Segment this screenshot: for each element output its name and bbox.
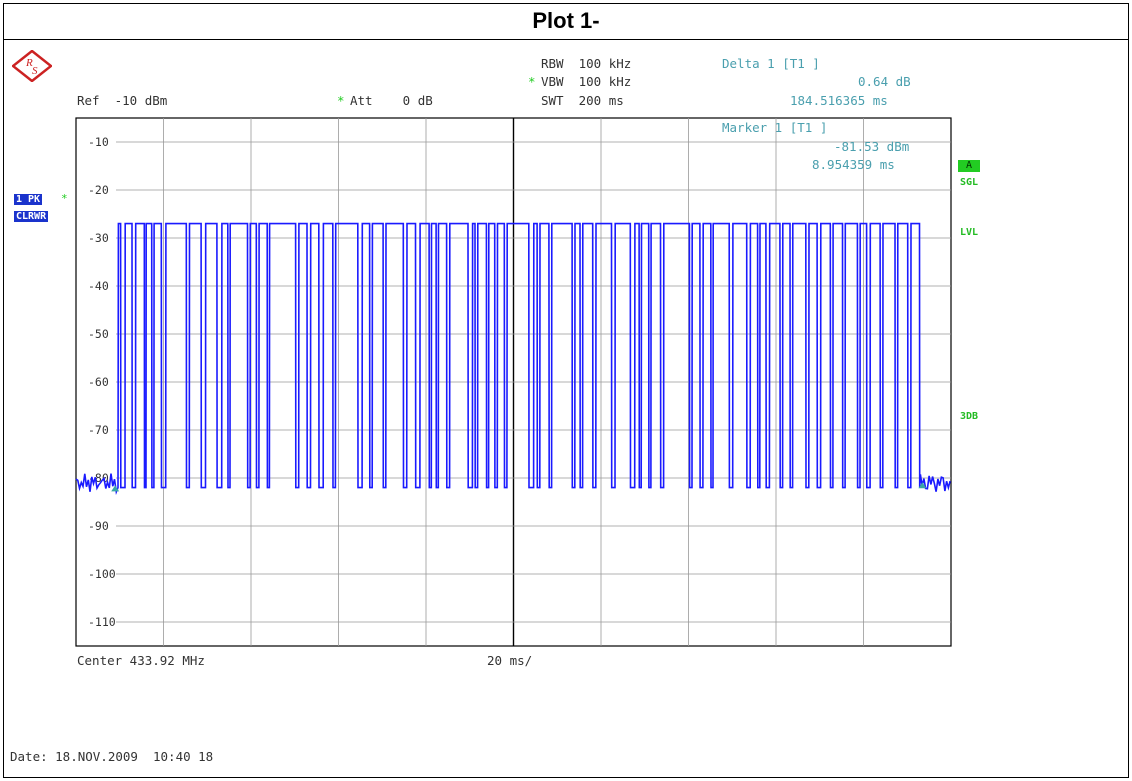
y-tick-label: -110 — [88, 615, 116, 629]
svg-text:R: R — [25, 57, 33, 69]
measurement-date: Date: 18.NOV.2009 10:40 18 — [10, 749, 214, 764]
lvl-label: LVL — [960, 227, 979, 238]
attenuation-readout: Att 0 dB — [350, 93, 433, 108]
y-tick-label: -100 — [88, 567, 116, 581]
vbw-readout: VBW 100 kHz — [541, 74, 632, 89]
trace-a-badge: A — [958, 160, 980, 172]
3db-label: 3DB — [960, 411, 979, 422]
marker-value: -81.53 dBm — [834, 139, 910, 154]
delta-marker-label: Delta 1 [T1 ] — [722, 56, 820, 71]
trace-star-icon: * — [61, 192, 68, 205]
marker-label: Marker 1 [T1 ] — [722, 120, 828, 135]
svg-text:S: S — [32, 65, 38, 77]
page-frame — [3, 3, 1129, 778]
marker-time: 8.954359 ms — [812, 157, 895, 172]
rohde-schwarz-logo: R S — [12, 50, 52, 82]
center-frequency: Center 433.92 MHz — [77, 653, 205, 668]
trace-detector-badge: 1 PK — [14, 194, 43, 205]
y-tick-label: -70 — [88, 423, 109, 437]
trace-mode-badge: CLRWR — [14, 211, 49, 222]
y-tick-label: -40 — [88, 279, 109, 293]
plot-title: Plot 1- — [3, 3, 1129, 40]
y-tick-label: -10 — [88, 135, 109, 149]
y-tick-label: -90 — [88, 519, 109, 533]
delta-marker-time: 184.516365 ms — [790, 93, 888, 108]
vbw-star-icon: * — [528, 74, 536, 89]
swt-readout: SWT 200 ms — [541, 93, 624, 108]
y-tick-label: -30 — [88, 231, 109, 245]
y-tick-label: -50 — [88, 327, 109, 341]
y-tick-label: -60 — [88, 375, 109, 389]
time-per-division: 20 ms/ — [487, 653, 533, 668]
y-tick-label: -20 — [88, 183, 109, 197]
ref-level-readout: Ref -10 dBm — [77, 93, 168, 108]
sgl-label: SGL — [960, 177, 979, 188]
marker-triangle-icon — [918, 482, 927, 489]
delta-marker-value: 0.64 dB — [858, 74, 911, 89]
trace-line — [75, 222, 951, 496]
marker-triangle-icon — [111, 485, 120, 492]
rbw-readout: RBW 100 kHz — [541, 56, 632, 71]
att-star-icon: * — [337, 93, 345, 108]
